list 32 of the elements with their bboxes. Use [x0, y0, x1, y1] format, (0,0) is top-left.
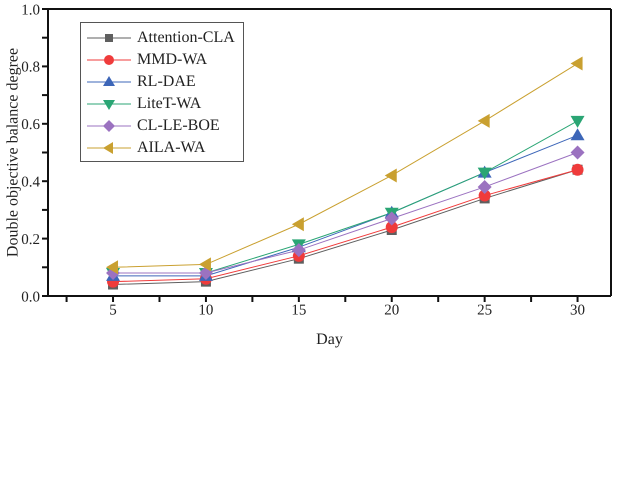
x-axis-title: Day — [316, 331, 343, 348]
point — [292, 243, 306, 258]
legend-label: Attention-CLA — [137, 29, 235, 47]
x-tick-label: 15 — [291, 302, 306, 319]
legend-label: AILA-WA — [137, 139, 206, 157]
point — [570, 56, 583, 71]
point — [570, 116, 585, 128]
y-tick-label: 1.0 — [21, 2, 40, 18]
point — [384, 212, 399, 226]
point — [478, 180, 492, 194]
point — [570, 146, 585, 160]
point — [478, 114, 490, 128]
point — [570, 128, 585, 140]
point — [384, 168, 397, 182]
x-tick-label: 5 — [109, 302, 117, 319]
x-tick-label: 30 — [570, 302, 586, 319]
point — [106, 260, 118, 274]
y-tick-label: 0.0 — [21, 289, 40, 306]
y-axis-title: Double objective balance degree — [4, 48, 22, 258]
point — [198, 257, 211, 272]
x-tick-label: 10 — [198, 302, 214, 319]
legend-label: LiteT-WA — [137, 95, 202, 113]
point — [292, 217, 304, 232]
x-tick-label: 20 — [384, 302, 400, 319]
y-tick-label: 0.2 — [21, 232, 40, 248]
y-tick-label: 0.6 — [21, 117, 40, 134]
legend-label: MMD-WA — [137, 51, 208, 69]
legend-label: RL-DAE — [137, 73, 196, 91]
legend-label: CL-LE-BOE — [137, 117, 220, 135]
y-tick-label: 0.4 — [21, 174, 40, 191]
x-tick-label: 25 — [477, 302, 492, 319]
y-tick-label: 0.8 — [21, 60, 40, 76]
